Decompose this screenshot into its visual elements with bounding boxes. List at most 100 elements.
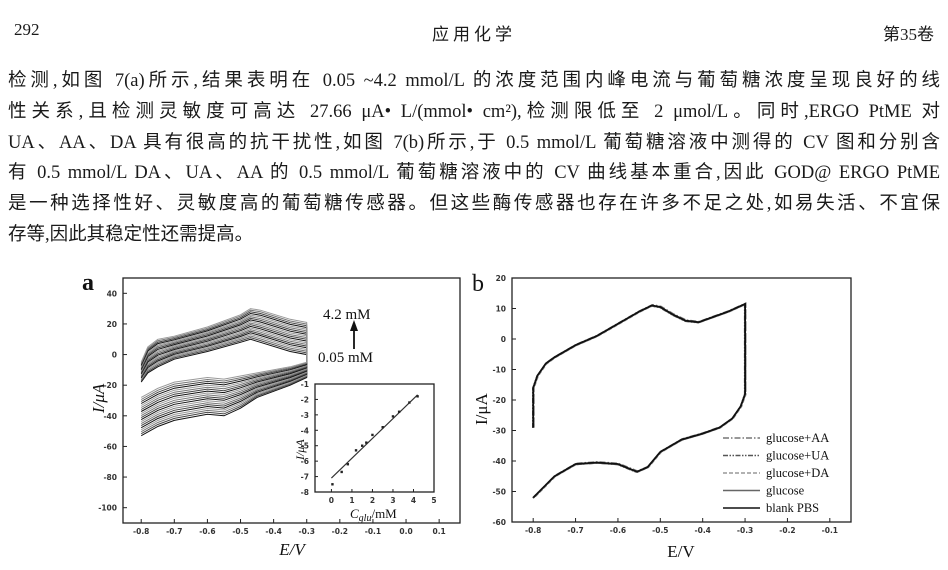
volume-label: 第35卷 [883, 25, 934, 44]
y-tick-label: -10 [492, 366, 506, 375]
cv-curve [140, 308, 308, 398]
x-tick-label: 0 [329, 496, 334, 505]
y-tick-label: -40 [492, 457, 506, 466]
y-tick-label: 0 [501, 335, 506, 344]
x-tick-label: -0.7 [166, 527, 182, 536]
y-tick-label: 10 [496, 305, 506, 314]
y-tick-label: 20 [496, 274, 506, 283]
legend-label: glucose+AA [766, 431, 829, 445]
inset-data-point [371, 433, 374, 437]
legend-label: glucose+DA [766, 466, 829, 480]
x-tick-label: -0.5 [232, 527, 248, 536]
x-tick-label: 4 [411, 496, 416, 505]
x-tick-label: 0.1 [432, 527, 445, 536]
x-tick-label: -0.6 [610, 526, 626, 535]
journal-title: 应用化学 [432, 25, 516, 44]
x-tick-label: -0.4 [265, 527, 281, 536]
inset-data-point [416, 395, 419, 398]
x-tick-label: -0.2 [779, 526, 795, 535]
inset-data-point [340, 470, 343, 474]
y-tick-label: 0 [112, 351, 117, 360]
legend-label: glucose [766, 484, 805, 498]
x-tick-label: 0.0 [399, 527, 412, 536]
y-axis-label: I/μA [472, 393, 491, 425]
x-tick-label: 3 [390, 496, 395, 505]
text-line: 性关系,且检测灵敏度可高达 27.66 μA• L/(mmol• cm²),检测… [8, 101, 940, 122]
chart-a-frame [122, 277, 461, 524]
legend-label: blank PBS [766, 501, 819, 515]
cv-curve-glucose-ua [532, 303, 746, 499]
x-tick-label: -0.8 [525, 526, 541, 535]
y-tick-label: -30 [492, 427, 506, 436]
x-tick-label: -0.3 [299, 527, 315, 536]
y-tick-label: -100 [98, 504, 117, 513]
inset-x-label-unit: /mM [371, 506, 397, 521]
annotation-high: 4.2 mM [323, 307, 371, 323]
y-tick-label: -8 [301, 488, 309, 497]
y-tick-label: -2 [301, 395, 309, 404]
x-axis-label: E/V [278, 540, 307, 559]
y-tick-label: -80 [103, 473, 117, 482]
inset-data-point [381, 426, 384, 429]
y-tick-label: -40 [103, 412, 117, 421]
annotation-low: 0.05 mM [318, 350, 373, 366]
inset-x-axis-label: Cglu/mM [350, 506, 397, 524]
y-axis-label: I/μA [89, 383, 108, 414]
inset-data-point [360, 444, 364, 447]
inset-data-point [365, 441, 368, 444]
text-line: UA、AA、DA 具有很高的抗干扰性,如图 7(b)所示,于 0.5 mmol/… [8, 132, 940, 153]
inset-data-point [331, 483, 334, 486]
x-tick-label: -0.3 [737, 526, 753, 535]
inset-y-axis-label: I/μA [293, 439, 307, 461]
inset-data-point [391, 415, 395, 418]
x-tick-label: 1 [349, 496, 354, 505]
text-line: 检测,如图 7(a)所示,结果表明在 0.05 ~4.2 mmol/L 的浓度范… [8, 71, 940, 91]
cv-curve-glucose [532, 303, 746, 499]
x-tick-label: 5 [431, 496, 436, 505]
y-tick-label: -1 [301, 380, 309, 389]
legend-label: glucose+UA [766, 449, 829, 463]
y-tick-label: -50 [492, 488, 506, 497]
inset-data-point [408, 401, 411, 404]
y-tick-label: -4 [301, 426, 309, 435]
page-number: 292 [14, 20, 40, 39]
text-line: 存等,因此其稳定性还需提高。 [8, 224, 254, 245]
arrow-up-icon [350, 320, 358, 349]
inset-data-point [346, 463, 350, 466]
y-tick-label: 20 [107, 320, 117, 329]
x-tick-label: -0.1 [365, 527, 381, 536]
y-tick-label: -7 [301, 473, 309, 482]
cv-curve-blank-pbs [532, 302, 746, 499]
chart-b: b I/μA E/V -0.8 -0.7 -0.6 -0.5 -0.4 -0.3 -0.2 -… [472, 271, 852, 561]
text-line: 是一种选择性好、灵敏度高的葡萄糖传感器。但这些酶传感器也存在许多不足之处,如易失… [8, 194, 940, 215]
x-tick-label: -0.6 [199, 527, 215, 536]
x-tick-label: -0.4 [694, 526, 710, 535]
body-paragraph: 检测,如图 7(a)所示,结果表明在 0.05 ~4.2 mmol/L 的浓度范… [8, 66, 940, 251]
y-tick-label: -3 [301, 411, 309, 420]
x-tick-label: -0.2 [332, 527, 348, 536]
inset-x-label-sub: glu [359, 513, 372, 524]
text-line: 有 0.5 mmol/L DA、UA、AA 的 0.5 mmol/L 葡萄糖溶液… [8, 163, 940, 184]
y-tick-label: -60 [103, 442, 117, 451]
x-tick-label: -0.8 [133, 527, 149, 536]
x-tick-label: -0.5 [652, 526, 668, 535]
y-tick-label: -60 [492, 518, 506, 527]
inset-data-point [354, 449, 358, 452]
y-tick-label: 40 [107, 289, 117, 298]
inset-x-label-main: C [350, 506, 359, 521]
x-tick-label: 2 [370, 496, 375, 505]
y-tick-label: -5 [301, 442, 309, 451]
x-tick-label: -0.1 [822, 526, 838, 535]
y-tick-label: -6 [301, 457, 309, 466]
inset-frame [314, 383, 435, 493]
chart-a: a I/μA E/V 4.2 mM 0.05 mM I/μA Cglu/mM -… [82, 270, 461, 559]
x-tick-label: -0.7 [567, 526, 583, 535]
y-tick-label: -20 [492, 396, 506, 405]
inset-fit-line [330, 394, 419, 479]
x-axis-label: E/V [667, 542, 695, 561]
inset-data-point [397, 410, 401, 413]
cv-curve-glucose-aa [533, 302, 747, 498]
panel-label-b: b [472, 271, 484, 297]
y-tick-label: -20 [103, 381, 117, 390]
